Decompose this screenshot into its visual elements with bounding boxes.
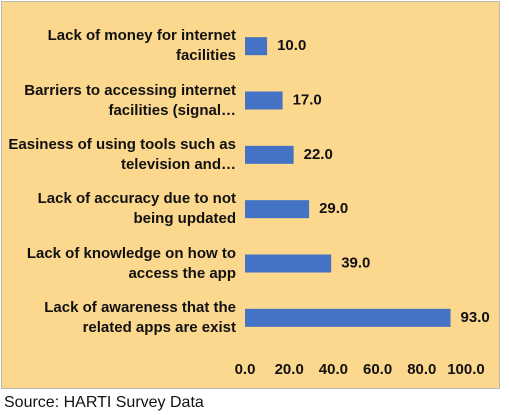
bar: [245, 254, 332, 273]
x-tick-label: 60.0: [363, 361, 392, 378]
y-tick-label: Lack of knowledge on how to access the a…: [26, 244, 236, 282]
bar: [245, 145, 294, 164]
data-label: 29.0: [319, 200, 348, 217]
x-tick-label: 100.0: [447, 361, 485, 378]
data-label: 10.0: [277, 37, 306, 54]
bar: [245, 91, 283, 110]
x-tick-label: 40.0: [319, 361, 348, 378]
source-note: Source: HARTI Survey Data: [4, 394, 204, 411]
x-tick-label: 0.0: [235, 361, 256, 378]
data-label: 39.0: [341, 254, 370, 271]
y-tick-label: Lack of accuracy due to not being update…: [37, 190, 236, 228]
x-tick-label: 20.0: [275, 361, 304, 378]
bar: [245, 308, 451, 327]
y-tick-label: Lack of awareness that the related apps …: [44, 298, 236, 336]
y-tick-label: Barriers to accessing internet facilitie…: [24, 81, 236, 119]
bar: [245, 200, 310, 219]
data-label: 93.0: [461, 309, 490, 326]
bar: [245, 37, 268, 56]
y-tick-label: Easiness of using tools such as televisi…: [8, 135, 236, 173]
data-label: 22.0: [304, 146, 333, 163]
y-tick-label: Lack of money for internet facilities: [47, 27, 236, 65]
data-label: 17.0: [293, 91, 322, 108]
x-tick-label: 80.0: [407, 361, 436, 378]
